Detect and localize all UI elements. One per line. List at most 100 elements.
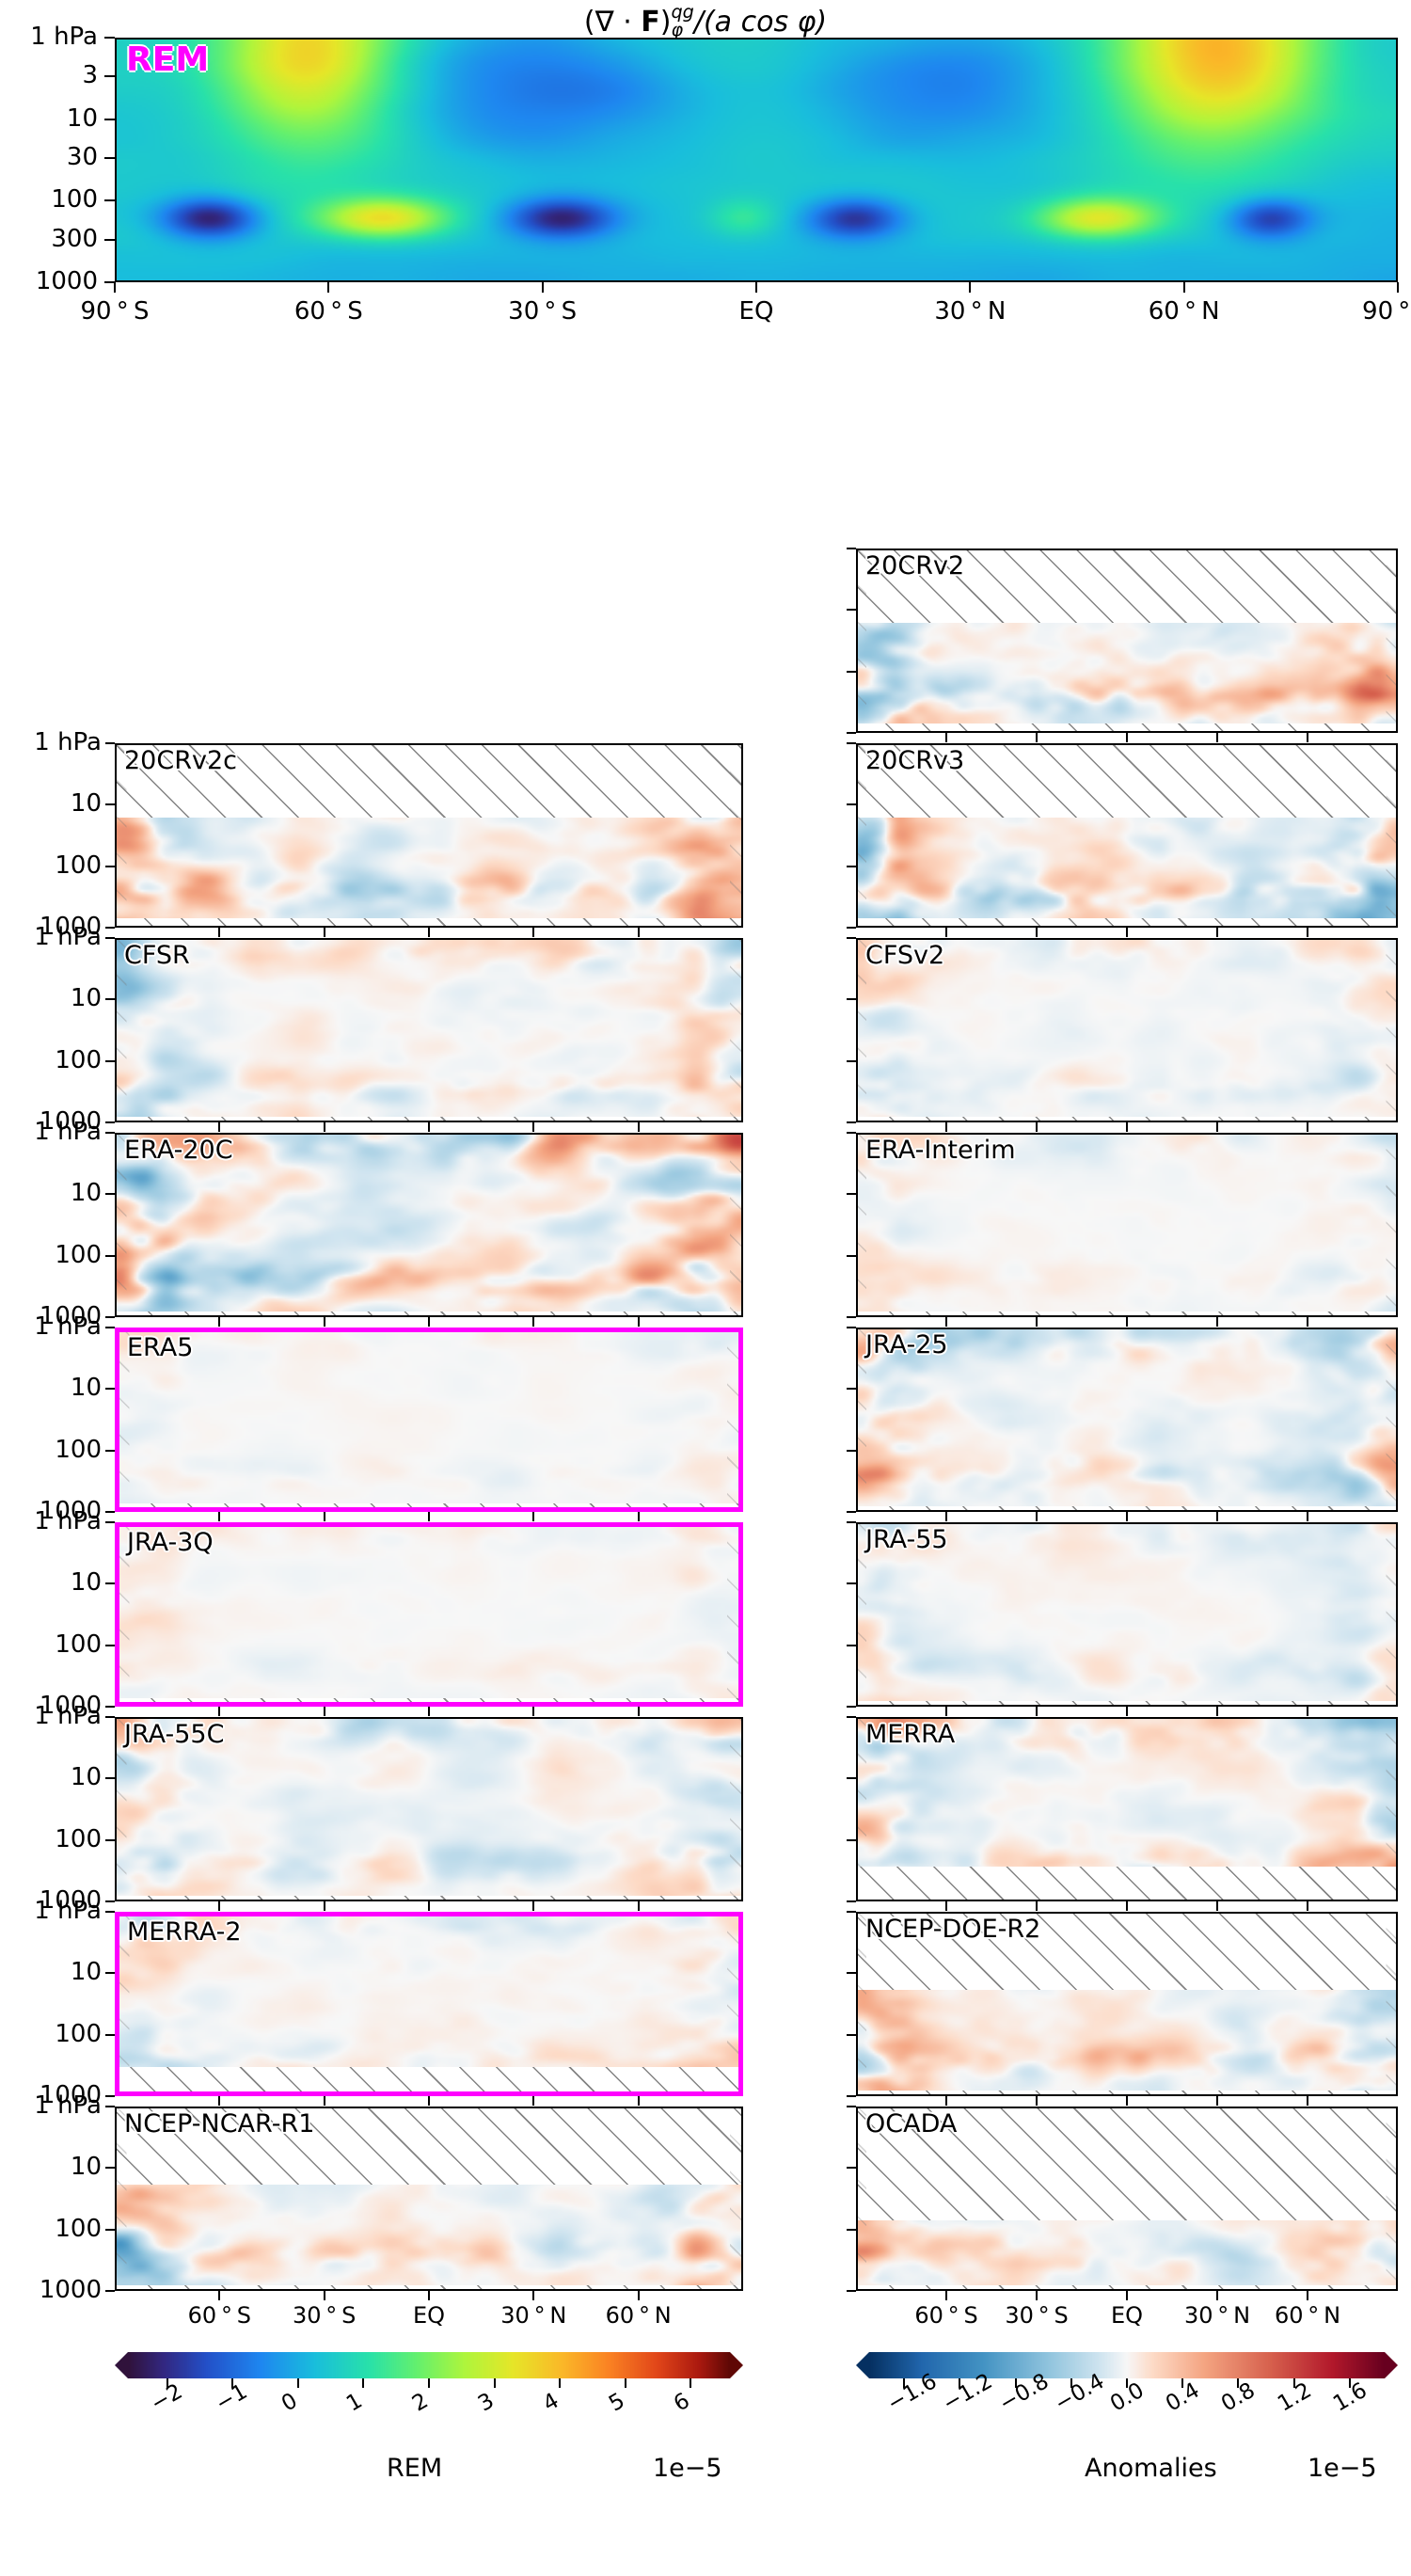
panel-label: ERA-Interim — [865, 1136, 1016, 1165]
panel-xtick — [637, 928, 640, 937]
panel-hatch-bottom — [119, 1503, 738, 1507]
dataset-panel-20crv2c[interactable]: 20CRv2c — [115, 743, 743, 928]
panel-ytick-label: 1000 — [39, 1692, 102, 1720]
panel-ytick — [847, 1706, 856, 1708]
panel-field — [119, 1332, 738, 1507]
panel-hatch-bottom — [858, 918, 1396, 926]
panel-xtick — [1216, 733, 1218, 742]
panel-label: 20CRv2c — [124, 746, 237, 775]
panel-ytick-label: 1000 — [39, 1107, 102, 1136]
rem-ytick — [104, 75, 115, 78]
panel-ytick — [847, 1777, 856, 1780]
panel-ytick — [847, 1059, 856, 1062]
rem-field — [117, 40, 1396, 280]
rem-xtick — [1397, 282, 1399, 293]
panel-xtick — [532, 928, 535, 937]
panel-ytick-label: 100 — [55, 1435, 102, 1464]
panel-ytick — [105, 1388, 115, 1391]
rem-ytick — [104, 199, 115, 202]
dataset-panel-jra-25[interactable]: JRA-25 — [856, 1328, 1398, 1512]
panel-xtick — [1216, 2096, 1218, 2106]
dataset-panel-ocada[interactable]: OCADA — [856, 2107, 1398, 2291]
dataset-panel-20crv2[interactable]: 20CRv2 — [856, 549, 1398, 733]
panel-xtick — [1126, 1512, 1128, 1521]
panel-xtick — [945, 733, 947, 742]
panel-ytick — [847, 1132, 856, 1134]
dataset-panel-era-20c[interactable]: ERA-20C — [115, 1133, 743, 1317]
dataset-panel-cfsr[interactable]: CFSR — [115, 938, 743, 1122]
panel-xtick — [1307, 733, 1308, 742]
panel-xtick — [218, 1901, 221, 1911]
panel-ytick — [847, 927, 856, 929]
panel-ytick — [847, 937, 856, 939]
colorbar-tick-label: 2 — [408, 2388, 433, 2417]
panel-xtick — [1307, 1317, 1308, 1327]
panel-hatch-bottom — [858, 1117, 1396, 1121]
panel-xtick — [1307, 1901, 1308, 1911]
rem-xtick — [114, 282, 116, 293]
colorbar-tick — [1070, 2378, 1072, 2388]
panel-ytick — [105, 1900, 115, 1902]
rem-xtick-label: 30 ° S — [508, 297, 578, 326]
colorbar-tick-label: 6 — [670, 2388, 694, 2417]
panel-label: NCEP-DOE-R2 — [865, 1915, 1041, 1944]
panel-field — [858, 1524, 1396, 1705]
dataset-panel-merra[interactable]: MERRA — [856, 1717, 1398, 1901]
colorbar-tick-label: 0.8 — [1217, 2377, 1260, 2417]
colorbar-extend-left — [856, 2352, 869, 2378]
panel-ytick-label: 1 hPa — [34, 1897, 102, 1925]
rem-reference-panel[interactable]: REM — [115, 38, 1398, 282]
panel-ytick — [847, 1900, 856, 1902]
colorbar-tick — [1126, 2378, 1128, 2388]
panel-label: ERA-20C — [124, 1136, 233, 1165]
panel-xtick — [323, 928, 325, 937]
colorbar-tick — [231, 2378, 234, 2388]
panel-field — [119, 1916, 738, 2091]
panel-ytick-label: 10 — [70, 1763, 102, 1792]
dataset-panel-ncep-doe-r2[interactable]: NCEP-DOE-R2 — [856, 1912, 1398, 2096]
panel-xtick — [1036, 2096, 1038, 2106]
dataset-panel-ncep-ncar-r1[interactable]: NCEP-NCAR-R1 — [115, 2107, 743, 2291]
panel-xtick — [1216, 1901, 1218, 1911]
panel-xtick-label: 60 ° S — [914, 2302, 978, 2329]
panel-xtick — [1126, 1707, 1128, 1716]
panel-ytick — [847, 1911, 856, 1913]
colorbar-tick — [296, 2378, 299, 2388]
colorbar-tick — [428, 2378, 430, 2388]
panel-label: JRA-55C — [124, 1720, 225, 1749]
panel-xtick-label: EQ — [412, 2302, 446, 2329]
panel-xtick — [218, 2291, 221, 2300]
panel-ytick — [105, 1511, 115, 1513]
colorbar-rem[interactable] — [128, 2352, 730, 2378]
panel-ytick — [847, 1582, 856, 1585]
panel-xtick — [1216, 1707, 1218, 1716]
panel-hatch-bottom — [858, 724, 1396, 731]
dataset-panel-era-interim[interactable]: ERA-Interim — [856, 1133, 1398, 1317]
panel-ytick-label: 1000 — [39, 2276, 102, 2304]
panel-xtick — [945, 1122, 947, 1132]
rem-ytick — [104, 118, 115, 120]
panel-ytick-label: 100 — [55, 2214, 102, 2243]
panel-xtick — [532, 1901, 535, 1911]
rem-ytick-label: 100 — [51, 185, 98, 215]
panel-xtick — [218, 1122, 221, 1132]
dataset-panel-cfsv2[interactable]: CFSv2 — [856, 938, 1398, 1122]
panel-xtick — [1036, 2291, 1038, 2300]
panel-ytick-label: 10 — [70, 1958, 102, 1987]
panel-ytick — [847, 865, 856, 867]
panel-field — [858, 1135, 1396, 1315]
panel-xtick — [532, 1512, 535, 1521]
dataset-panel-jra-55c[interactable]: JRA-55C — [115, 1717, 743, 1901]
panel-xtick — [1036, 1707, 1038, 1716]
dataset-panel-jra-3q[interactable]: JRA-3Q — [115, 1522, 743, 1707]
dataset-panel-jra-55[interactable]: JRA-55 — [856, 1522, 1398, 1707]
colorbar-anom[interactable] — [869, 2352, 1385, 2378]
panel-label: MERRA-2 — [127, 1917, 242, 1947]
dataset-panel-merra-2[interactable]: MERRA-2 — [115, 1912, 743, 2096]
panel-hatch-bottom — [117, 1312, 741, 1315]
panel-xtick — [323, 1317, 325, 1327]
dataset-panel-20crv3[interactable]: 20CRv3 — [856, 743, 1398, 928]
dataset-panel-era5[interactable]: ERA5 — [115, 1328, 743, 1512]
rem-xtick — [541, 282, 544, 293]
panel-ytick — [105, 1706, 115, 1708]
